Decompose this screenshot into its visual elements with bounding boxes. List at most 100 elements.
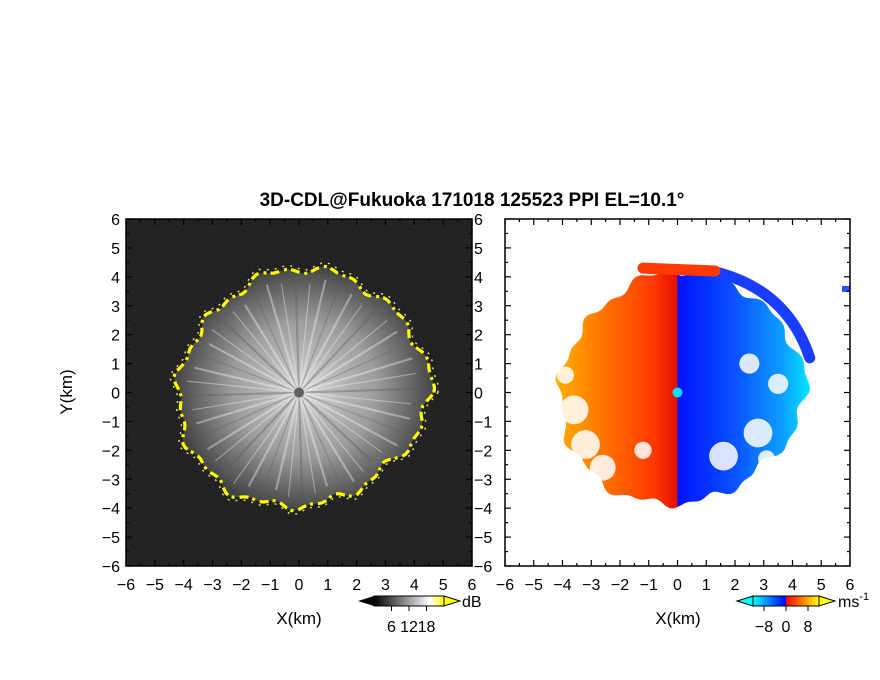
high-intensity-rim xyxy=(172,264,437,513)
colorbar-left-arrow xyxy=(358,596,374,606)
x-tick-label: −4 xyxy=(553,577,571,594)
y-tick-label: −2 xyxy=(102,443,120,460)
colorbar-tick-label: 8 xyxy=(804,619,813,636)
radial-streak xyxy=(261,392,300,491)
data-gap xyxy=(758,450,776,468)
x-tick-label: −3 xyxy=(582,577,600,594)
data-gap xyxy=(559,395,589,425)
x-tick-label: −6 xyxy=(117,577,135,594)
y-tick-label: 6 xyxy=(111,212,120,229)
y-tick-label-right: −6 xyxy=(474,559,492,576)
y-axis-label: Y(km) xyxy=(57,369,76,414)
y-tick-label-right: −5 xyxy=(474,530,492,547)
y-tick-label: −4 xyxy=(102,501,120,518)
radial-streak xyxy=(298,392,342,486)
missing-data-gaps xyxy=(556,353,789,481)
y-tick-label: −5 xyxy=(102,530,120,547)
y-tick-label: 1 xyxy=(111,357,120,374)
radial-streak xyxy=(298,387,421,394)
radial-streak xyxy=(199,354,300,394)
radial-streak xyxy=(221,318,300,394)
data-gap xyxy=(739,353,760,374)
x-tick-label: 5 xyxy=(817,577,826,594)
northern-echo-arc xyxy=(706,265,816,364)
radial-streak xyxy=(194,366,300,394)
x-tick-label: −5 xyxy=(525,577,543,594)
radial-streak xyxy=(298,283,311,393)
radial-streak xyxy=(298,293,353,394)
radial-streak xyxy=(298,392,383,453)
radial-streak xyxy=(294,283,301,393)
x-tick-label: −2 xyxy=(232,577,250,594)
velocity-colorbar-gradient xyxy=(752,595,820,607)
radial-streak xyxy=(298,391,411,405)
colorbar-tick-label: −8 xyxy=(755,619,773,636)
radial-streak xyxy=(298,391,411,420)
x-tick-label: −3 xyxy=(203,577,221,594)
x-tick-label: 6 xyxy=(846,577,855,594)
x-tick-label: −5 xyxy=(146,577,164,594)
x-tick-label: 0 xyxy=(673,577,682,594)
radial-streak xyxy=(244,304,300,394)
radial-streak xyxy=(194,391,300,441)
radial-streak xyxy=(298,392,316,493)
x-tick-label: 0 xyxy=(295,577,304,594)
approaching-wind-region xyxy=(677,269,810,507)
y-tick-label: −3 xyxy=(102,472,120,489)
radial-streak xyxy=(298,346,400,394)
x-tick-label: −4 xyxy=(175,577,193,594)
x-tick-label: 3 xyxy=(381,577,390,594)
radial-streak xyxy=(298,330,398,394)
y-tick-label-right: 2 xyxy=(474,328,483,345)
lidar-origin-velocity xyxy=(672,387,683,398)
radial-streak xyxy=(298,304,363,393)
x-tick-label: −2 xyxy=(611,577,629,594)
x-tick-label: −1 xyxy=(261,577,279,594)
radial-streak xyxy=(225,391,300,471)
velocity-unit-exponent: -1 xyxy=(859,591,869,603)
data-gap xyxy=(768,373,789,394)
radial-streak xyxy=(186,380,300,394)
radial-streak xyxy=(287,392,300,498)
radial-streak xyxy=(206,391,300,451)
colorbar-gradient xyxy=(373,595,445,607)
x-tick-label: 1 xyxy=(702,577,711,594)
radial-streak xyxy=(298,391,398,447)
data-gap xyxy=(571,430,600,459)
radial-streak xyxy=(233,392,300,484)
radial-streak xyxy=(298,391,373,462)
x-tick-label: 4 xyxy=(788,577,797,594)
y-tick-label-right: −2 xyxy=(474,443,492,460)
velocity-colorbar-ticks: −8 0 8 xyxy=(755,606,813,636)
right-x-axis-label: X(km) xyxy=(655,609,700,628)
lidar-origin xyxy=(294,387,304,398)
radial-streak xyxy=(275,392,301,490)
x-tick-label: 4 xyxy=(410,577,419,594)
northern-echo-arc-red xyxy=(637,262,721,277)
rim-halo xyxy=(169,261,440,516)
radial-streak xyxy=(214,392,300,462)
radial-streak xyxy=(298,320,388,393)
y-tick-label-right: 6 xyxy=(474,212,483,229)
x-tick-label: 3 xyxy=(759,577,768,594)
radial-streak xyxy=(192,391,300,411)
intensity-colorbar: 6 12 18 dB xyxy=(358,594,482,636)
velocity-colorbar-right-arrow xyxy=(818,595,837,607)
right-axes: −6 −5 −4 −3 −2 −1 0 1 2 3 4 5 6 xyxy=(496,218,855,594)
y-tick-label-right: −1 xyxy=(474,414,492,431)
intensity-unit: dB xyxy=(462,594,482,611)
y-tick-label-right: −4 xyxy=(474,501,492,518)
x-tick-label: 6 xyxy=(468,577,477,594)
y-tick-label: 3 xyxy=(111,299,120,316)
left-x-axis-label: X(km) xyxy=(276,609,321,628)
y-tick-label: −1 xyxy=(102,414,120,431)
echo-disk xyxy=(174,266,435,511)
radial-streak xyxy=(196,391,300,425)
colorbar-tick-label: 0 xyxy=(782,619,791,636)
radial-streak xyxy=(192,391,300,397)
y-tick-label: 5 xyxy=(111,241,120,258)
colorbar-right-arrow xyxy=(443,595,462,607)
radial-streak xyxy=(298,392,364,472)
y-tick-label: −6 xyxy=(102,559,120,576)
x-tick-label: 2 xyxy=(352,577,361,594)
